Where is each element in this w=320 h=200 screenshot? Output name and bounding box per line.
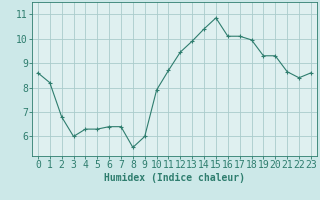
X-axis label: Humidex (Indice chaleur): Humidex (Indice chaleur) — [104, 173, 245, 183]
